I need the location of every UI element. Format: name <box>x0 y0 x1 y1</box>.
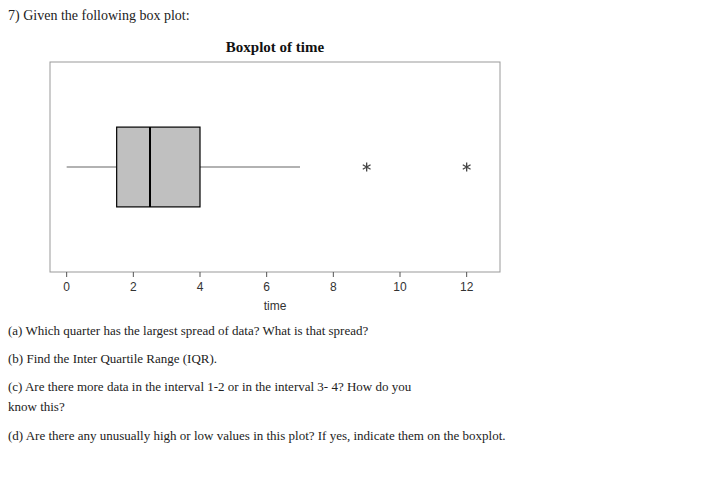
x-label: time <box>264 299 287 313</box>
marks <box>67 127 471 207</box>
title: Boxplot of time <box>226 39 325 55</box>
tick-label: 8 <box>330 280 337 294</box>
plot-frame <box>50 62 500 272</box>
x-axis: 0 2 4 6 8 10 12 time <box>63 272 473 313</box>
tick-label: 2 <box>130 280 137 294</box>
tick <box>400 272 401 277</box>
tick-label: 0 <box>63 280 70 294</box>
box <box>117 127 200 207</box>
tick-label: 4 <box>197 280 204 294</box>
question: (c) Are there more data in the interval … <box>8 379 412 394</box>
page: 7) Given the following box plot: Boxplot … <box>0 0 717 487</box>
whisker-low <box>67 166 117 167</box>
question: (d) Are there any unusually high or low … <box>8 428 506 443</box>
outlier <box>463 163 471 172</box>
question: (a) Which quarter has the largest spread… <box>8 323 368 338</box>
tick-label: 6 <box>263 280 270 294</box>
tick <box>66 272 67 277</box>
tick-label: 12 <box>460 280 474 294</box>
tick <box>133 272 134 277</box>
whisker-high <box>200 166 300 167</box>
tick <box>200 272 201 277</box>
tick <box>266 272 267 277</box>
tick <box>466 272 467 277</box>
median <box>149 127 151 207</box>
header: 7) Given the following box plot: <box>8 8 190 24</box>
tick <box>333 272 334 277</box>
tick-label: 10 <box>393 280 407 294</box>
question: (b) Find the Inter Quartile Range (IQR). <box>8 351 217 366</box>
question: know this? <box>8 399 65 414</box>
outlier <box>363 163 371 172</box>
